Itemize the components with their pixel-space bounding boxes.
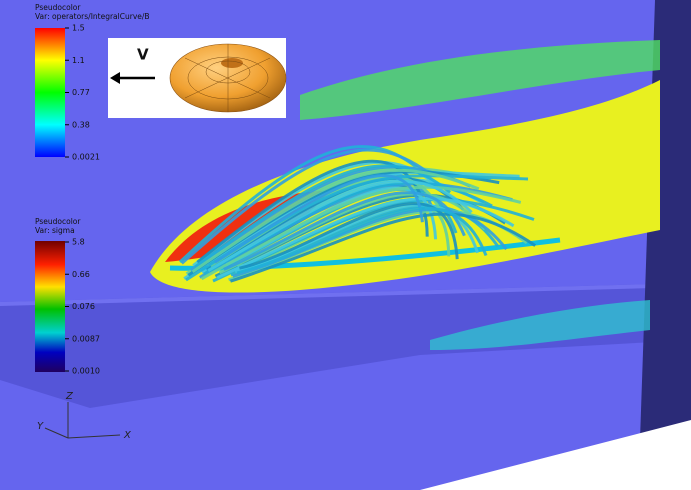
legend-title: Pseudocolor <box>35 217 81 226</box>
floor <box>420 420 691 490</box>
streamline <box>214 174 424 264</box>
axis-label: Z <box>65 391 74 402</box>
streamline <box>223 191 466 271</box>
legend-label: 0.0010 <box>72 367 100 376</box>
legend-variable: Var: sigma <box>35 226 75 235</box>
colorbar-sigma <box>35 241 65 372</box>
legend-labels: 5.8 0.66 0.076 0.0087 0.0010 <box>65 238 100 376</box>
legend-label: 0.076 <box>72 302 95 311</box>
legend-label: 0.0021 <box>72 153 100 162</box>
streamline <box>200 185 522 281</box>
torus-grid <box>184 44 271 112</box>
streamline <box>239 202 459 270</box>
torus-hole <box>221 58 243 68</box>
axis-label: Y <box>37 421 44 432</box>
velocity-label: V <box>137 46 149 64</box>
legend-title: Pseudocolor <box>35 3 81 12</box>
colorbar-b <box>35 28 65 157</box>
legend-label: 0.77 <box>72 88 90 97</box>
streamline <box>229 212 537 283</box>
arrow-head <box>110 72 120 84</box>
legend-variable: Var: operators/IntegralCurve/B <box>35 12 150 21</box>
legend-labels: 1.5 1.1 0.77 0.38 0.0021 <box>65 24 100 162</box>
legend-label: 1.5 <box>72 24 85 33</box>
sigma-upper <box>300 40 660 120</box>
streamline <box>236 206 488 275</box>
streamline <box>180 148 430 265</box>
legend-label: 0.0087 <box>72 334 100 343</box>
plane-edge <box>0 283 690 306</box>
axis-label: X <box>123 430 132 441</box>
legend-label: 0.38 <box>72 120 90 129</box>
legend-label: 0.66 <box>72 270 90 279</box>
legend-label: 1.1 <box>72 56 85 65</box>
sigma-lower <box>430 300 650 350</box>
axes-triad <box>44 402 121 439</box>
streamline <box>207 180 473 272</box>
streamline <box>216 196 515 279</box>
legend-label: 5.8 <box>72 238 85 247</box>
streamlines <box>178 145 537 283</box>
streamline <box>196 159 423 264</box>
streamline <box>191 168 480 274</box>
slice-plane <box>0 283 690 408</box>
